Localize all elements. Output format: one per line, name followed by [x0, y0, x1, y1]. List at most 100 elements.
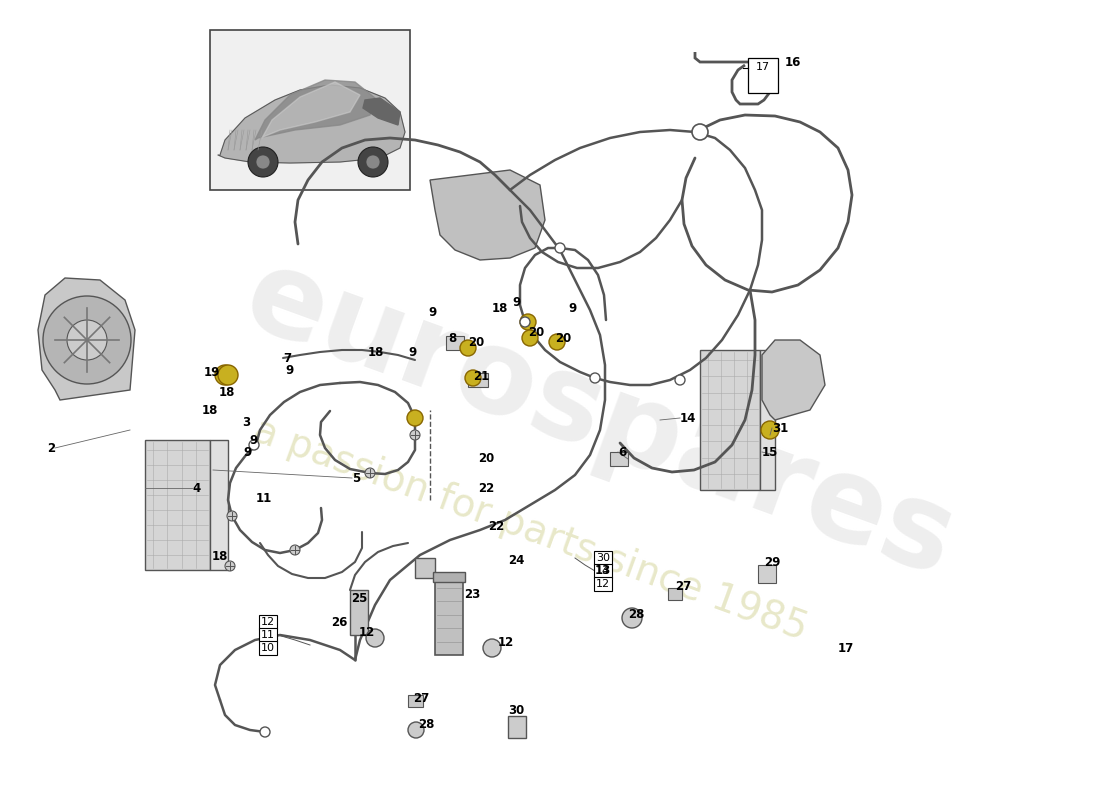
Text: 18: 18 — [368, 346, 384, 358]
Text: 8: 8 — [448, 331, 456, 345]
Text: 24: 24 — [508, 554, 525, 566]
Text: 16: 16 — [785, 55, 802, 69]
Text: 27: 27 — [675, 579, 691, 593]
Text: 17: 17 — [756, 62, 770, 72]
Circle shape — [227, 511, 236, 521]
Text: 12: 12 — [596, 579, 611, 589]
Polygon shape — [262, 82, 360, 138]
Circle shape — [226, 561, 235, 571]
Bar — [610, 452, 628, 466]
Text: 17: 17 — [838, 642, 855, 654]
Text: 12: 12 — [261, 617, 275, 627]
Circle shape — [460, 340, 476, 356]
Circle shape — [218, 365, 238, 385]
Text: 18: 18 — [201, 403, 218, 417]
Text: 25: 25 — [352, 591, 368, 605]
Bar — [468, 373, 488, 387]
Text: 20: 20 — [468, 335, 484, 349]
Text: 9: 9 — [568, 302, 576, 314]
Text: 22: 22 — [488, 519, 504, 533]
Circle shape — [260, 727, 270, 737]
Bar — [508, 716, 526, 738]
Text: 18: 18 — [492, 302, 508, 314]
Text: 10: 10 — [261, 643, 275, 653]
Text: 9: 9 — [408, 346, 416, 358]
Bar — [145, 440, 210, 570]
Circle shape — [43, 296, 131, 384]
Text: 18: 18 — [219, 386, 235, 398]
Text: 11: 11 — [261, 630, 275, 640]
Circle shape — [365, 468, 375, 478]
Text: 14: 14 — [596, 566, 611, 576]
Text: 9: 9 — [285, 363, 294, 377]
Bar — [350, 590, 368, 635]
Text: 21: 21 — [473, 370, 490, 382]
Text: 22: 22 — [478, 482, 494, 494]
Circle shape — [621, 608, 642, 628]
Text: 9: 9 — [512, 295, 520, 309]
Text: 5: 5 — [352, 471, 361, 485]
Text: eurospares: eurospares — [230, 238, 970, 602]
Polygon shape — [762, 340, 825, 420]
Text: 29: 29 — [764, 555, 780, 569]
Polygon shape — [39, 278, 135, 400]
Circle shape — [549, 334, 565, 350]
Circle shape — [249, 440, 258, 450]
Text: 28: 28 — [628, 609, 645, 622]
Bar — [748, 58, 778, 93]
Circle shape — [410, 430, 420, 440]
Circle shape — [358, 147, 388, 177]
Circle shape — [590, 373, 600, 383]
Circle shape — [465, 370, 481, 386]
Text: 30: 30 — [596, 553, 611, 563]
Text: 9: 9 — [250, 434, 258, 446]
Circle shape — [214, 365, 235, 385]
Circle shape — [522, 330, 538, 346]
Circle shape — [675, 375, 685, 385]
Text: 7: 7 — [283, 351, 292, 365]
Circle shape — [692, 124, 708, 140]
Text: 3: 3 — [242, 415, 250, 429]
Circle shape — [256, 155, 270, 169]
Bar — [408, 695, 424, 707]
Circle shape — [248, 147, 278, 177]
Circle shape — [290, 545, 300, 555]
Bar — [434, 580, 463, 655]
Text: 2: 2 — [47, 442, 55, 454]
Text: 20: 20 — [556, 331, 571, 345]
Text: a passion for parts since 1985: a passion for parts since 1985 — [248, 412, 813, 648]
Bar — [760, 350, 775, 490]
Bar — [446, 336, 464, 350]
Text: 27: 27 — [412, 691, 429, 705]
Circle shape — [408, 722, 424, 738]
Polygon shape — [363, 98, 400, 125]
Text: 20: 20 — [478, 451, 494, 465]
Circle shape — [366, 155, 379, 169]
Circle shape — [407, 410, 424, 426]
Circle shape — [67, 320, 107, 360]
Text: 9: 9 — [244, 446, 252, 459]
Circle shape — [520, 314, 536, 330]
Circle shape — [520, 317, 530, 327]
Bar — [433, 572, 465, 582]
Text: 14: 14 — [680, 411, 696, 425]
Text: 23: 23 — [464, 589, 481, 602]
Bar — [210, 30, 410, 190]
Circle shape — [761, 421, 779, 439]
Polygon shape — [430, 170, 544, 260]
Text: 15: 15 — [762, 446, 779, 458]
Text: 9: 9 — [428, 306, 437, 318]
Text: 4: 4 — [192, 482, 200, 494]
Circle shape — [556, 243, 565, 253]
Text: 18: 18 — [211, 550, 228, 562]
Text: 12: 12 — [498, 637, 515, 650]
Circle shape — [483, 639, 500, 657]
Text: 30: 30 — [508, 703, 525, 717]
Bar — [758, 565, 776, 583]
Text: 11: 11 — [256, 491, 273, 505]
Text: 26: 26 — [331, 615, 348, 629]
Bar — [700, 350, 760, 490]
Text: 20: 20 — [528, 326, 544, 338]
Text: 31: 31 — [772, 422, 789, 434]
Text: 6: 6 — [618, 446, 626, 458]
